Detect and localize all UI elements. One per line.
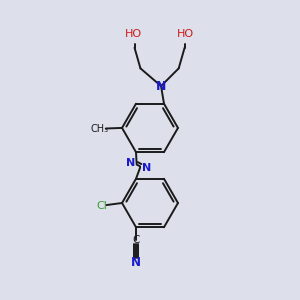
Text: HO: HO — [125, 29, 142, 39]
Text: C: C — [132, 235, 140, 245]
Text: HO: HO — [177, 29, 194, 39]
Text: N: N — [131, 256, 141, 269]
Text: CH₃: CH₃ — [91, 124, 109, 134]
Text: Cl: Cl — [96, 201, 107, 211]
Text: N: N — [126, 158, 135, 168]
Text: N: N — [156, 80, 166, 92]
Text: N: N — [142, 163, 151, 173]
